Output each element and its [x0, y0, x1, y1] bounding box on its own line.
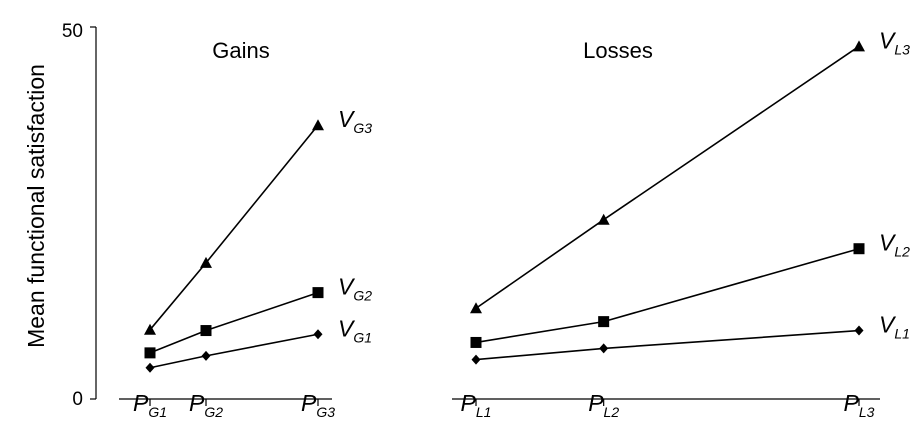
data-point: [598, 316, 610, 328]
series-label-l3: VL3: [879, 27, 910, 57]
data-point: [313, 329, 323, 340]
data-point: [470, 302, 482, 314]
data-point: [145, 362, 155, 373]
series-line-g2: [149, 291, 319, 354]
data-point: [312, 119, 324, 131]
data-point: [144, 323, 156, 335]
data-point: [853, 243, 865, 255]
data-point: [200, 256, 212, 268]
data-point: [599, 343, 609, 354]
series-line-g1: [149, 333, 319, 369]
data-point: [470, 336, 482, 348]
series-label-g2: VG2: [338, 274, 372, 304]
series-line-g3: [149, 124, 319, 331]
x-tick-label: PL2: [588, 390, 619, 420]
series-label-l1: VL1: [879, 312, 910, 342]
x-tick-label: PL1: [461, 390, 492, 420]
series-line-l2: [475, 247, 860, 344]
data-point: [597, 213, 610, 225]
data-point: [200, 325, 212, 337]
panel-title: Gains: [212, 38, 269, 63]
data-point: [853, 40, 865, 52]
x-tick-label: PG3: [301, 390, 335, 420]
x-tick-label: PG2: [189, 390, 223, 420]
data-point: [312, 287, 324, 299]
panel-losses: Losses PL1 PL2 PL3 VL1 VL2 VL3: [452, 27, 910, 420]
data-point: [854, 325, 864, 336]
series-label-g3: VG3: [338, 106, 372, 136]
y-axis-label: Mean functional satisfaction: [23, 64, 49, 348]
x-tick-label: PL3: [844, 390, 875, 420]
y-tick-label-max: 50: [62, 21, 83, 42]
data-point: [471, 354, 481, 365]
series-label-g1: VG1: [338, 315, 372, 345]
panel-gains: Gains PG1 PG2 PG3 VG1 VG2 VG3: [119, 38, 372, 420]
data-point: [144, 347, 156, 359]
series-line-l3: [475, 45, 860, 309]
y-tick-label-min: 0: [72, 389, 83, 410]
data-point: [201, 350, 211, 361]
series-label-l2: VL2: [879, 230, 910, 260]
panel-title: Losses: [583, 38, 653, 63]
series-line-l1: [475, 329, 860, 361]
x-tick-label: PG1: [133, 390, 167, 420]
